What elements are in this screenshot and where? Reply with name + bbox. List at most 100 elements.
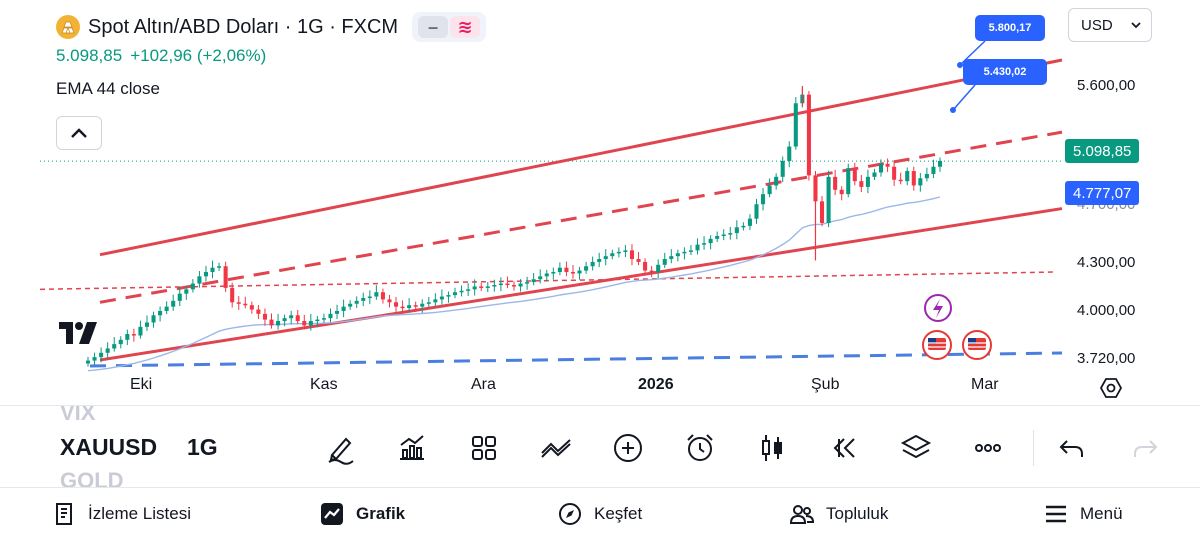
candle-body bbox=[813, 175, 818, 202]
channel-lower-line bbox=[99, 207, 1063, 362]
time-axis-label: Şub bbox=[811, 376, 840, 393]
flag-canton-icon bbox=[928, 338, 936, 344]
nav-community[interactable]: Topluluk bbox=[790, 502, 888, 526]
candle-body bbox=[570, 272, 576, 274]
price-chart[interactable] bbox=[0, 0, 1200, 405]
candle-body bbox=[557, 267, 562, 273]
candle-body bbox=[144, 322, 150, 327]
candle-body bbox=[85, 360, 91, 364]
nav-watchlist[interactable]: İzleme Listesi bbox=[52, 502, 191, 526]
candle-body bbox=[420, 303, 425, 307]
candle-body bbox=[498, 283, 503, 286]
channel-upper-line bbox=[99, 58, 1063, 257]
time-axis-label: Ara bbox=[471, 376, 496, 393]
add-button[interactable] bbox=[608, 428, 648, 468]
drawing-price-bubble[interactable]: 5.430,02 bbox=[963, 59, 1047, 85]
chart-type-button[interactable] bbox=[392, 428, 432, 468]
candle-body bbox=[643, 261, 648, 271]
chart-mode-toggle[interactable]: – ≋ bbox=[412, 12, 487, 42]
symbol-title[interactable]: Spot Altın/ABD Doları · 1G · FXCM bbox=[88, 15, 399, 38]
nav-chart[interactable]: Grafik bbox=[320, 502, 405, 526]
candles-button[interactable] bbox=[752, 428, 792, 468]
candle-body bbox=[243, 303, 248, 306]
candle-body bbox=[616, 251, 621, 254]
minus-icon[interactable]: – bbox=[418, 16, 449, 38]
compare-button[interactable] bbox=[536, 428, 576, 468]
candle-body bbox=[105, 348, 110, 353]
symbol-header[interactable]: Spot Altın/ABD Doları · 1G · FXCM – ≋ bbox=[56, 12, 487, 42]
candle-body bbox=[466, 289, 471, 291]
candle-body bbox=[878, 163, 884, 173]
candle-body bbox=[564, 267, 569, 273]
chart-area[interactable]: Spot Altın/ABD Doları · 1G · FXCM – ≋ 5.… bbox=[0, 0, 1200, 405]
prev-symbol[interactable]: VIX bbox=[60, 406, 96, 425]
price-change: +102,96 (+2,06%) bbox=[130, 46, 267, 65]
candle-body bbox=[308, 321, 313, 326]
candle-body bbox=[321, 318, 326, 320]
candle-body bbox=[354, 300, 359, 304]
candle-body bbox=[236, 302, 241, 304]
candle-body bbox=[393, 302, 399, 307]
nav-explore[interactable]: Keşfet bbox=[558, 502, 642, 526]
candle-body bbox=[544, 273, 549, 277]
current-symbol[interactable]: XAUUSD bbox=[60, 434, 158, 460]
more-button[interactable] bbox=[968, 428, 1008, 468]
ema-price-tag: 4.777,07 bbox=[1065, 181, 1140, 205]
candle-body bbox=[636, 259, 641, 262]
candle-body bbox=[688, 250, 693, 252]
candle-body bbox=[387, 299, 392, 303]
candle-body bbox=[184, 289, 189, 294]
candle-body bbox=[695, 244, 700, 251]
candle-body bbox=[747, 218, 752, 226]
candle-body bbox=[131, 334, 136, 336]
candle-body bbox=[472, 286, 477, 290]
draw-button[interactable] bbox=[320, 428, 360, 468]
candle-body bbox=[551, 272, 556, 274]
candle-body bbox=[230, 287, 235, 303]
candle-body bbox=[433, 299, 438, 303]
ema-line bbox=[87, 196, 941, 372]
gold-bars-icon bbox=[56, 15, 80, 39]
alert-button[interactable] bbox=[680, 428, 720, 468]
nav-menu[interactable]: Menü bbox=[1044, 502, 1123, 526]
grid-icon bbox=[472, 436, 496, 460]
candle-body bbox=[341, 306, 346, 311]
indicators-button[interactable] bbox=[464, 428, 504, 468]
nav-label: İzleme Listesi bbox=[88, 504, 191, 523]
candle-body bbox=[295, 315, 300, 322]
candle-body bbox=[210, 267, 215, 273]
symbol-switcher[interactable]: VIX XAUUSD 1G GOLD bbox=[60, 406, 290, 488]
candle-body bbox=[610, 253, 615, 257]
wave-icon[interactable]: ≋ bbox=[450, 16, 481, 38]
replay-button[interactable] bbox=[824, 428, 864, 468]
candle-body bbox=[407, 305, 412, 309]
layers-button[interactable] bbox=[896, 428, 936, 468]
redo-button[interactable] bbox=[1125, 428, 1165, 468]
candle-body bbox=[577, 270, 582, 274]
candle-body bbox=[459, 290, 464, 293]
chart-toolbar: VIX XAUUSD 1G GOLD bbox=[0, 405, 1200, 488]
next-symbol[interactable]: GOLD bbox=[60, 468, 124, 488]
candle-body bbox=[446, 295, 451, 297]
candle-body bbox=[531, 279, 536, 283]
candle-body bbox=[249, 305, 254, 310]
candle-body bbox=[898, 179, 903, 182]
candle-body bbox=[702, 243, 707, 245]
current-price-tag: 5.098,85 bbox=[1065, 139, 1140, 163]
drawing-anchor bbox=[950, 107, 956, 113]
candle-body bbox=[276, 321, 281, 326]
candle-body bbox=[826, 176, 831, 223]
undo-button[interactable] bbox=[1052, 428, 1092, 468]
redo-icon bbox=[1134, 440, 1158, 457]
candle-body bbox=[177, 293, 182, 301]
candle-body bbox=[302, 321, 307, 326]
current-timeframe[interactable]: 1G bbox=[187, 434, 218, 460]
last-price: 5.098,85 bbox=[56, 46, 123, 65]
currency-select[interactable]: USD bbox=[1068, 8, 1152, 42]
collapse-legend-button[interactable] bbox=[56, 116, 102, 150]
drawing-price-bubble[interactable]: 5.800,17 bbox=[975, 15, 1045, 41]
chart-settings-icon[interactable] bbox=[1099, 376, 1123, 400]
indicator-label[interactable]: EMA 44 close bbox=[56, 79, 160, 98]
candle-body bbox=[361, 297, 366, 301]
candle-body bbox=[164, 306, 169, 311]
